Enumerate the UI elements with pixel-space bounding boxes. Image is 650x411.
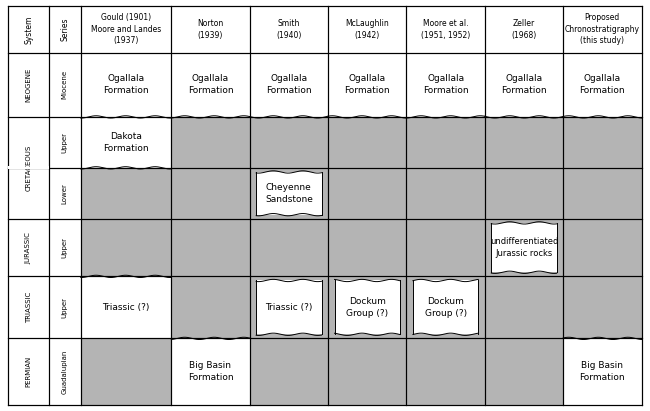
Bar	[9, 166, 49, 169]
Bar	[256, 280, 322, 334]
Bar	[413, 280, 478, 334]
Text: Series: Series	[60, 18, 70, 41]
Text: Dakota
Formation: Dakota Formation	[103, 132, 149, 153]
Bar	[8, 53, 49, 117]
Text: Ogallala
Formation: Ogallala Formation	[188, 74, 233, 95]
Text: Smith
(1940): Smith (1940)	[276, 19, 302, 39]
Bar	[81, 276, 172, 338]
Text: Triassic (?): Triassic (?)	[102, 303, 150, 312]
Bar	[8, 338, 49, 405]
Text: Cheyenne
Sandstone: Cheyenne Sandstone	[265, 183, 313, 204]
Bar	[172, 338, 250, 405]
Bar	[49, 6, 81, 53]
Bar	[49, 219, 81, 276]
Bar	[81, 53, 172, 117]
Text: Upper: Upper	[62, 237, 68, 258]
Bar	[328, 53, 406, 117]
Bar	[335, 280, 400, 334]
Bar	[49, 117, 81, 168]
Bar	[256, 172, 322, 215]
Bar	[406, 53, 485, 117]
Text: Dockum
Group (?): Dockum Group (?)	[346, 297, 388, 318]
Text: Dockum
Group (?): Dockum Group (?)	[424, 297, 467, 318]
Text: Guadalupian: Guadalupian	[62, 349, 68, 394]
Bar	[172, 6, 250, 53]
Text: Miocene: Miocene	[62, 70, 68, 99]
Bar	[250, 6, 328, 53]
Bar	[563, 338, 642, 405]
Bar	[81, 6, 172, 53]
Bar	[8, 166, 49, 169]
Bar	[81, 117, 172, 168]
Bar	[8, 117, 49, 219]
Bar	[328, 6, 406, 53]
Text: Big Basin
Formation: Big Basin Formation	[188, 361, 233, 382]
Bar	[563, 6, 642, 53]
Bar	[8, 276, 49, 338]
Bar	[563, 53, 642, 117]
Bar	[49, 276, 81, 338]
Text: TRIASSIC: TRIASSIC	[26, 292, 32, 323]
Text: Ogallala
Formation: Ogallala Formation	[422, 74, 469, 95]
Bar	[485, 53, 563, 117]
Text: Upper: Upper	[62, 132, 68, 153]
Text: Ogallala
Formation: Ogallala Formation	[501, 74, 547, 95]
Text: Proposed
Chronostratigraphy
(this study): Proposed Chronostratigraphy (this study)	[565, 14, 640, 45]
Text: Big Basin
Formation: Big Basin Formation	[580, 361, 625, 382]
Text: undifferentiated
Jurassic rocks: undifferentiated Jurassic rocks	[490, 237, 558, 258]
Bar	[485, 6, 563, 53]
Text: Upper: Upper	[62, 297, 68, 318]
Text: PERMIAN: PERMIAN	[26, 356, 32, 387]
Text: Lower: Lower	[62, 183, 68, 204]
Text: Zeller
(1968): Zeller (1968)	[512, 19, 537, 39]
Bar	[491, 223, 556, 272]
Text: Norton
(1939): Norton (1939)	[198, 19, 224, 39]
Text: NEOGENE: NEOGENE	[26, 67, 32, 102]
Text: Triassic (?): Triassic (?)	[265, 303, 313, 312]
Text: Ogallala
Formation: Ogallala Formation	[103, 74, 149, 95]
Bar	[8, 6, 49, 53]
Bar	[250, 53, 328, 117]
Bar	[49, 168, 81, 219]
Bar	[49, 338, 81, 405]
Text: JURASSIC: JURASSIC	[26, 232, 32, 263]
Bar	[8, 219, 49, 276]
Text: Ogallala
Formation: Ogallala Formation	[266, 74, 311, 95]
Bar	[172, 53, 250, 117]
Bar	[49, 53, 81, 117]
Text: Moore et al.
(1951, 1952): Moore et al. (1951, 1952)	[421, 19, 470, 39]
Text: CRETACEOUS: CRETACEOUS	[26, 145, 32, 191]
Bar	[406, 6, 485, 53]
Text: Gould (1901)
Moore and Landes
(1937): Gould (1901) Moore and Landes (1937)	[91, 14, 161, 45]
Text: Ogallala
Formation: Ogallala Formation	[580, 74, 625, 95]
Text: Ogallala
Formation: Ogallala Formation	[344, 74, 390, 95]
Text: System: System	[24, 15, 33, 44]
Text: McLaughlin
(1942): McLaughlin (1942)	[345, 19, 389, 39]
